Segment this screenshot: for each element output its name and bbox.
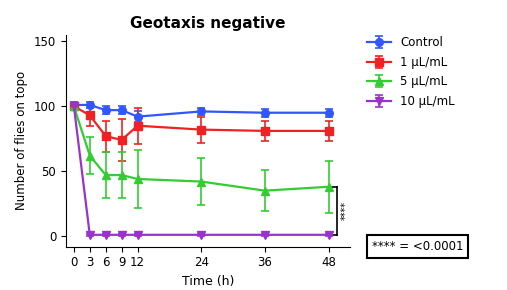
Title: Geotaxis negative: Geotaxis negative: [130, 16, 285, 31]
Text: ****: ****: [341, 201, 351, 220]
Legend: Control, 1 μL/mL, 5 μL/mL, 10 μL/mL: Control, 1 μL/mL, 5 μL/mL, 10 μL/mL: [367, 37, 455, 108]
X-axis label: Time (h): Time (h): [182, 275, 234, 288]
Text: **** = <0.0001: **** = <0.0001: [372, 240, 463, 253]
Y-axis label: Number of flies on topo: Number of flies on topo: [15, 71, 28, 210]
